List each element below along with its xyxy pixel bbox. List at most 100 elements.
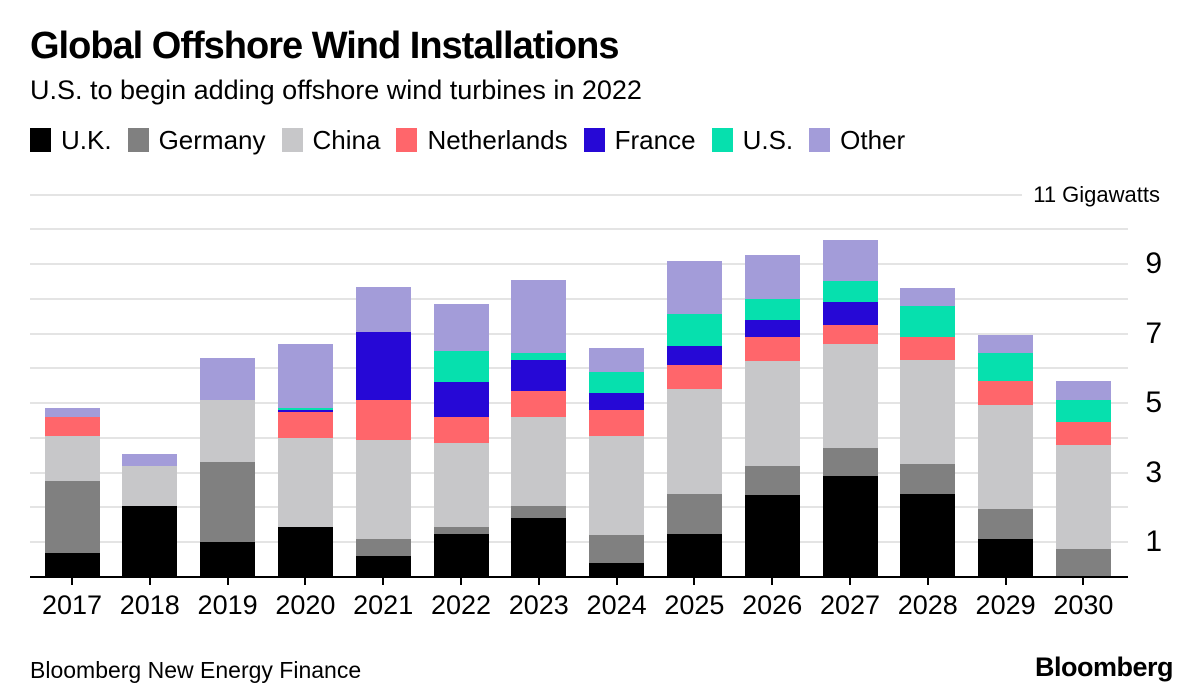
x-axis-label-2024: 2024 (586, 590, 647, 620)
bar-2020-china (277, 437, 333, 527)
x-tick-2024 (615, 577, 618, 585)
legend-swatch-china (281, 128, 303, 152)
x-axis-label-2022: 2022 (430, 590, 492, 620)
y-axis-tick-label-1: 1 (1145, 525, 1162, 559)
bar-2028-other (900, 288, 956, 306)
legend-item-uk: U.K. (30, 127, 112, 153)
gridline-5 (30, 402, 1128, 405)
bar-2025-china (666, 389, 722, 494)
bar-2023-germany (511, 505, 567, 518)
bar-2026-germany (744, 465, 800, 496)
x-tick-2028 (926, 577, 929, 585)
bar-2017-other (44, 408, 100, 418)
gridline-1 (30, 541, 1128, 544)
bar-2026-us (744, 298, 800, 320)
bar-2021-germany (355, 538, 411, 557)
legend-swatch-germany (127, 128, 149, 152)
bar-2028-germany (900, 463, 956, 494)
bar-2026-china (744, 361, 800, 466)
bar-2025-germany (666, 493, 722, 534)
source-credit: Bloomberg New Energy Finance (30, 657, 362, 683)
y-axis-unit-label: 11 Gigawatts (1033, 181, 1160, 207)
bar-2027-uk (822, 476, 878, 577)
legend-swatch-uk (30, 128, 51, 152)
bar-2019-other (200, 357, 256, 400)
bar-2030-china (1055, 444, 1111, 550)
bar-2024-china (589, 436, 645, 536)
x-tick-2020 (304, 577, 307, 585)
bar-2029-us (978, 352, 1034, 381)
bar-2019-china (200, 399, 256, 463)
bar-2027-netherlands (822, 324, 878, 345)
bar-2018-other (122, 453, 178, 466)
gridline-4 (30, 436, 1128, 439)
bar-2020-netherlands (277, 411, 333, 438)
bar-2030-us (1055, 399, 1111, 423)
bar-2029-china (978, 404, 1034, 510)
bar-2023-china (511, 417, 567, 506)
bar-2022-uk (433, 533, 489, 577)
legend-label-netherlands: Netherlands (427, 125, 568, 155)
bar-2017-china (44, 436, 100, 482)
bar-2019-uk (200, 542, 256, 577)
gridline-7 (30, 332, 1128, 335)
legend-item-us: U.S. (711, 127, 793, 153)
x-axis-label-2029: 2029 (975, 590, 1036, 620)
bar-2028-netherlands (900, 337, 956, 360)
gridline-2 (30, 506, 1128, 509)
bar-2029-uk (978, 538, 1034, 577)
bar-2017-germany (44, 481, 100, 553)
bar-2022-china (433, 443, 489, 527)
bar-2021-netherlands (355, 399, 411, 440)
x-tick-2021 (382, 577, 385, 585)
legend-label-other: Other (840, 125, 906, 155)
x-axis-label-2030: 2030 (1053, 590, 1114, 620)
gridline-10 (30, 228, 1128, 231)
legend-label-uk: U.K. (61, 125, 112, 155)
bar-2018-uk (122, 505, 178, 577)
bar-2024-other (589, 347, 645, 372)
bar-2028-uk (900, 493, 956, 577)
x-tick-2022 (460, 577, 462, 585)
bar-2027-other (822, 239, 878, 282)
bar-2021-uk (355, 556, 411, 577)
bar-2026-netherlands (744, 337, 800, 362)
bar-2022-netherlands (433, 417, 489, 444)
bar-2028-china (900, 359, 956, 464)
bar-2025-netherlands (666, 364, 722, 390)
legend: U.K. Germany China Netherlands France U.S. Oth… (30, 126, 1180, 154)
legend-item-germany: Germany (127, 127, 266, 153)
x-axis-label-2017: 2017 (41, 590, 103, 620)
bar-2020-uk (277, 526, 333, 577)
bar-2020-us (277, 408, 333, 411)
legend-swatch-netherlands (396, 128, 418, 152)
x-tick-2018 (148, 577, 151, 585)
gridline-11 (30, 193, 1022, 196)
x-axis-label-2023: 2023 (508, 590, 569, 620)
bar-2029-germany (978, 509, 1034, 539)
bar-2027-china (822, 344, 878, 449)
gridline-9 (30, 263, 1128, 266)
bar-2023-uk (511, 517, 567, 577)
bar-2026-uk (744, 495, 800, 577)
bar-2024-us (589, 371, 645, 393)
x-tick-2023 (537, 577, 540, 585)
x-axis-line (30, 576, 1128, 578)
bar-2025-uk (666, 533, 722, 577)
x-tick-2027 (849, 577, 851, 585)
legend-swatch-other (809, 128, 831, 152)
bar-2025-us (666, 314, 722, 346)
x-axis-label-2021: 2021 (353, 590, 414, 620)
bar-2017-netherlands (44, 417, 100, 437)
bar-2021-other (355, 286, 411, 332)
bar-2026-other (744, 255, 800, 299)
bar-2022-france (433, 382, 489, 418)
bar-2018-china (122, 465, 178, 506)
legend-label-china: China (312, 125, 381, 155)
bar-2022-other (433, 304, 489, 351)
legend-swatch-france (583, 128, 605, 152)
x-tick-2029 (1004, 577, 1007, 585)
x-axis-label-2018: 2018 (119, 590, 180, 620)
bar-2020-france (277, 410, 333, 412)
bar-2025-other (666, 260, 722, 315)
